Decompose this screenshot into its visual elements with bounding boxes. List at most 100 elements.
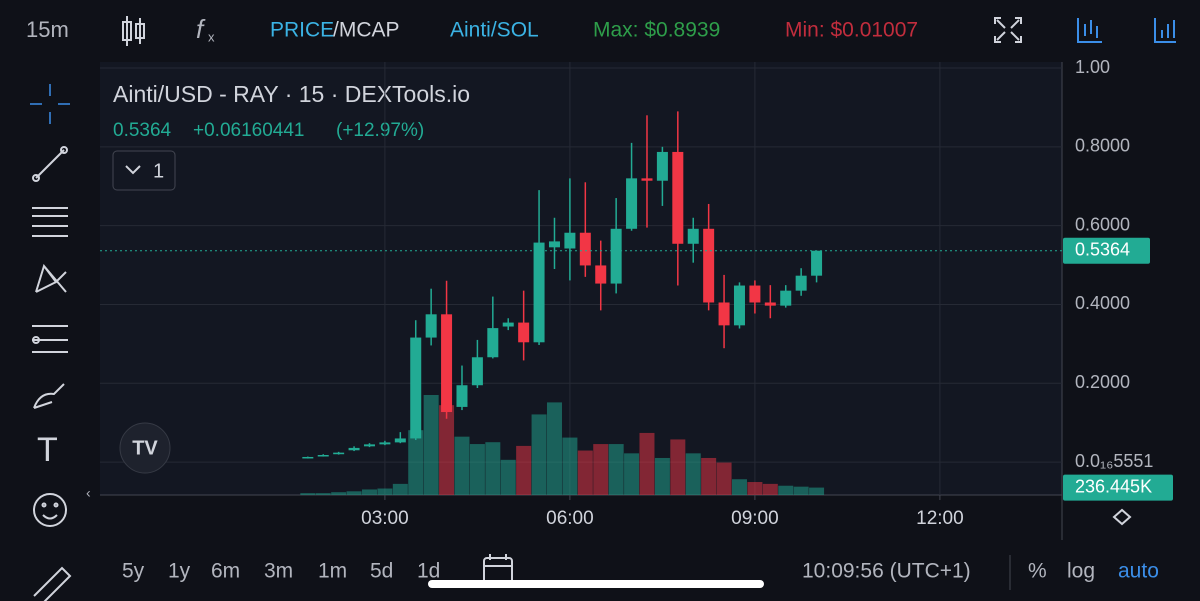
candle-body bbox=[348, 447, 360, 451]
price-label: 0.5364 bbox=[1075, 239, 1130, 259]
x-tick-label: 06:00 bbox=[546, 508, 594, 529]
y-tick-label: 0.6000 bbox=[1075, 214, 1130, 234]
price-toggle[interactable]: PRICE bbox=[270, 19, 334, 42]
candle-body bbox=[333, 452, 345, 455]
volume-bar bbox=[747, 482, 763, 495]
chart-pane bbox=[100, 62, 1062, 495]
volume-label: 236.445K bbox=[1075, 476, 1152, 496]
candle-body bbox=[610, 228, 622, 284]
candle-body bbox=[302, 456, 314, 459]
volume-bar bbox=[670, 439, 686, 495]
range-button[interactable]: 6m bbox=[211, 560, 240, 583]
percent-toggle[interactable]: % bbox=[1028, 560, 1047, 583]
fib-tool[interactable] bbox=[32, 207, 68, 237]
range-button[interactable]: 5d bbox=[370, 560, 393, 583]
volume-label-bg bbox=[1063, 474, 1173, 501]
price-label-bg bbox=[1063, 237, 1150, 264]
mcap-toggle[interactable]: /MCAP bbox=[333, 19, 400, 42]
volume-bar bbox=[731, 479, 747, 495]
text-tool[interactable]: T bbox=[37, 431, 58, 469]
candle-body bbox=[425, 314, 437, 338]
candle-body bbox=[687, 228, 699, 244]
x-tick-label: 09:00 bbox=[731, 508, 779, 529]
candle-body bbox=[641, 178, 653, 181]
candle-body bbox=[394, 438, 406, 443]
volume-bar bbox=[531, 414, 547, 495]
volume-bar bbox=[392, 483, 408, 495]
range-buttons: 5y 1y 6m 3m 1m 5d 1d bbox=[122, 560, 440, 583]
volume-bar bbox=[793, 486, 809, 495]
indicators-icon[interactable]: f bbox=[196, 14, 206, 44]
bars-icon[interactable] bbox=[1154, 18, 1176, 43]
y-tick-label: 0.4000 bbox=[1075, 293, 1130, 313]
volume-bar bbox=[331, 492, 347, 495]
pattern-tool[interactable] bbox=[35, 263, 67, 293]
line-tool[interactable] bbox=[32, 146, 68, 182]
volume-bar bbox=[485, 442, 501, 495]
y-tick-label: 0.0₁₆5551 bbox=[1075, 451, 1153, 471]
candle-body bbox=[764, 302, 776, 306]
tv-logo[interactable] bbox=[119, 422, 171, 474]
volume-bar bbox=[562, 437, 578, 495]
settings-icon[interactable] bbox=[1112, 508, 1132, 526]
range-button[interactable]: 5y bbox=[122, 560, 145, 583]
chart-style-icon[interactable] bbox=[1077, 18, 1102, 43]
candle-body bbox=[703, 228, 715, 303]
volume-bar bbox=[624, 453, 640, 495]
x-tick-label: 03:00 bbox=[361, 508, 409, 529]
volume-bar bbox=[500, 459, 516, 495]
collapse-arrow[interactable]: ‹ bbox=[86, 485, 91, 501]
volume-bar bbox=[716, 462, 732, 495]
clock: 10:09:56 (UTC+1) bbox=[802, 560, 971, 583]
candle-body bbox=[518, 322, 530, 343]
volume-bar bbox=[315, 493, 331, 495]
x-tick-label: 12:00 bbox=[916, 508, 964, 529]
candle-body bbox=[487, 328, 499, 358]
last-price: 0.5364 bbox=[113, 120, 172, 141]
interval[interactable]: 15m bbox=[26, 17, 69, 42]
candles-icon[interactable] bbox=[122, 16, 145, 46]
volume-bar bbox=[577, 450, 593, 495]
crosshair-tool[interactable] bbox=[30, 84, 70, 124]
volume-bar bbox=[439, 405, 455, 495]
candle-body bbox=[595, 265, 607, 284]
price-change: +0.06160441 bbox=[193, 120, 304, 141]
max-price: Max: $0.8939 bbox=[593, 19, 720, 42]
price-change-pct: (+12.97%) bbox=[336, 120, 424, 141]
volume-bar bbox=[346, 491, 362, 495]
brush-tool[interactable] bbox=[33, 383, 65, 409]
volume-bar bbox=[593, 444, 609, 495]
candle-body bbox=[656, 151, 668, 181]
series-toggle-chevron bbox=[125, 165, 141, 175]
range-button[interactable]: 1m bbox=[318, 560, 347, 583]
fullscreen-icon[interactable] bbox=[994, 17, 1022, 43]
series-toggle[interactable] bbox=[112, 150, 176, 191]
range-button[interactable]: 1y bbox=[168, 560, 191, 583]
candle-body bbox=[811, 250, 823, 276]
volume-bar bbox=[778, 485, 794, 495]
candle-body bbox=[379, 442, 391, 445]
emoji-tool[interactable] bbox=[33, 493, 67, 527]
projection-tool[interactable] bbox=[32, 325, 68, 353]
volume-bar bbox=[685, 453, 701, 495]
volume-bar bbox=[516, 445, 532, 495]
pair-sol[interactable]: Ainti/SOL bbox=[450, 19, 539, 42]
candle-body bbox=[749, 285, 761, 303]
volume-bar bbox=[469, 444, 485, 495]
indicators-icon-x: x bbox=[208, 29, 215, 44]
volume-bars bbox=[300, 395, 825, 495]
candle-body bbox=[456, 385, 468, 407]
min-price: Min: $0.01007 bbox=[785, 19, 918, 42]
volume-bar bbox=[361, 489, 377, 495]
candle-body bbox=[363, 444, 375, 447]
volume-bar bbox=[423, 395, 439, 495]
auto-toggle[interactable]: auto bbox=[1118, 560, 1159, 583]
range-button[interactable]: 1d bbox=[417, 560, 440, 583]
ruler-tool[interactable] bbox=[33, 566, 72, 601]
log-toggle[interactable]: log bbox=[1067, 560, 1095, 583]
range-button[interactable]: 3m bbox=[264, 560, 293, 583]
volume-bar bbox=[701, 457, 717, 495]
candle-body bbox=[626, 178, 638, 229]
volume-bar bbox=[454, 436, 470, 495]
